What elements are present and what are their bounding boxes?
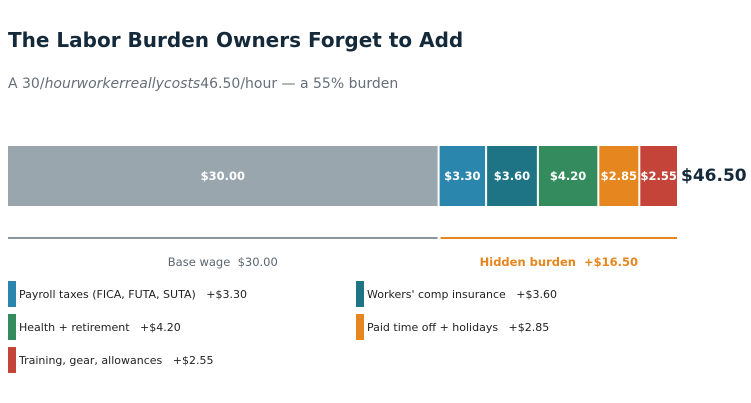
bar-value-label-0: $30.00 xyxy=(201,169,245,183)
hidden-burden-label: Hidden burden +$16.50 xyxy=(480,255,638,269)
bar-value-label-5: $2.55 xyxy=(640,169,676,183)
legend-swatch-3 xyxy=(356,314,364,340)
legend-swatch-1 xyxy=(356,281,364,307)
stacked-bar-chart: $30.00 $3.30 $3.60 $4.20 $2.85 $2.55 $46.50 B… xyxy=(8,146,747,269)
legend-swatch-0 xyxy=(8,281,16,307)
subtitle-italic: hourworkerreallycosts xyxy=(44,76,201,92)
legend-label-0: Payroll taxes (FICA, FUTA, SUTA) +$3.30 xyxy=(19,288,247,301)
bar-value-label-1: $3.30 xyxy=(444,169,480,183)
legend-label-1: Workers' comp insurance +$3.60 xyxy=(367,288,557,301)
bar-segment-4 xyxy=(599,146,639,206)
base-wage-label: Base wage $30.00 xyxy=(168,255,278,269)
bar-value-label-3: $4.20 xyxy=(550,169,586,183)
bar-value-label-2: $3.60 xyxy=(494,169,530,183)
bar-segment-1 xyxy=(439,146,486,206)
bar-segment-3 xyxy=(538,146,598,206)
bar-segment-0 xyxy=(8,146,438,206)
chart-title: The Labor Burden Owners Forget to Add xyxy=(8,28,464,52)
bar-segment-5 xyxy=(640,146,677,206)
bar-segments xyxy=(8,146,677,206)
chart-subtitle: A 30/hourworkerreallycosts46.50/hour — a… xyxy=(8,76,398,92)
bar-data-labels: $30.00 $3.30 $3.60 $4.20 $2.85 $2.55 xyxy=(201,169,677,183)
legend-label-4: Training, gear, allowances +$2.55 xyxy=(19,354,214,367)
legend-label-2: Health + retirement +$4.20 xyxy=(19,321,181,334)
subtitle-pre: A 30/ xyxy=(8,76,45,92)
subtitle-post: 46.50/hour — a 55% burden xyxy=(200,76,399,92)
legend-label-3: Paid time off + holidays +$2.85 xyxy=(367,321,550,334)
bar-value-label-4: $2.85 xyxy=(601,169,637,183)
legend-swatch-4 xyxy=(8,347,16,373)
bar-segment-2 xyxy=(487,146,537,206)
total-label: $46.50 xyxy=(681,166,747,186)
legend-swatch-2 xyxy=(8,314,16,340)
